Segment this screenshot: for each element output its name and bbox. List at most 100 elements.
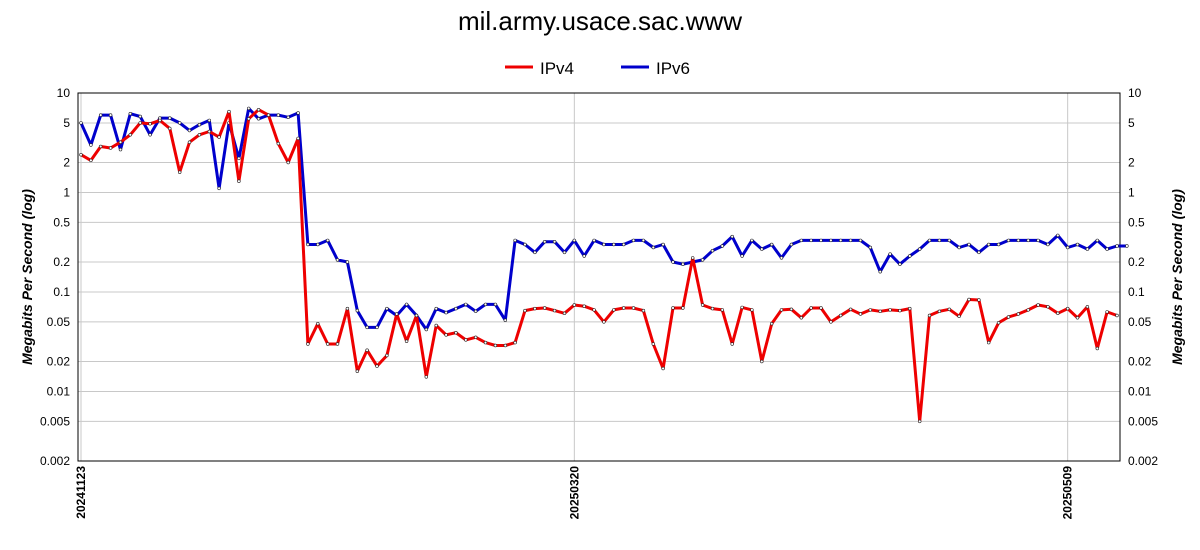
data-point-ipv6 — [927, 238, 932, 243]
data-point-ipv4 — [464, 338, 468, 342]
data-point-ipv6 — [355, 308, 359, 313]
y-tick-label-right: 2 — [1128, 156, 1135, 170]
data-point-ipv4 — [809, 306, 813, 310]
series-ipv4 — [79, 107, 1119, 424]
data-point-ipv6 — [858, 238, 863, 243]
y-tick-label-right: 10 — [1128, 86, 1142, 100]
y-tick-label-left: 0.002 — [40, 454, 70, 468]
data-point-ipv6 — [582, 254, 586, 258]
data-point-ipv6 — [523, 242, 527, 247]
data-point-ipv4 — [98, 144, 103, 149]
data-point-ipv6 — [1125, 244, 1129, 248]
data-point-ipv4 — [316, 322, 320, 326]
data-point-ipv4 — [760, 359, 764, 364]
data-point-ipv4 — [612, 308, 616, 312]
data-point-ipv6 — [947, 238, 951, 243]
data-point-ipv4 — [207, 129, 212, 134]
y-tick-label-left: 0.05 — [47, 315, 71, 329]
data-point-ipv4 — [908, 306, 912, 311]
data-point-ipv4 — [474, 335, 478, 339]
data-point-ipv6 — [572, 238, 576, 243]
data-point-ipv4 — [641, 308, 646, 313]
data-point-ipv4 — [769, 322, 774, 326]
data-point-ipv6 — [197, 122, 202, 127]
data-point-ipv6 — [1036, 238, 1040, 243]
data-point-ipv6 — [108, 113, 113, 117]
data-point-ipv6 — [424, 327, 428, 332]
data-point-ipv4 — [1065, 306, 1070, 311]
y-tick-label-right: 0.05 — [1128, 315, 1152, 329]
data-point-ipv4 — [286, 160, 290, 165]
data-point-ipv4 — [829, 320, 833, 324]
y-tick-label-right: 1 — [1128, 185, 1135, 199]
data-point-ipv4 — [345, 306, 350, 311]
y-tick-label-left: 5 — [63, 116, 70, 130]
series-line-ipv6 — [79, 106, 1127, 331]
y-axis-label-left: Megabits Per Second (log) — [19, 189, 35, 365]
data-point-ipv6 — [375, 325, 379, 330]
data-point-ipv4 — [651, 342, 655, 346]
data-point-ipv6 — [612, 242, 616, 247]
data-point-ipv4 — [542, 306, 547, 310]
data-point-ipv6 — [868, 245, 872, 250]
data-point-ipv6 — [286, 115, 290, 120]
data-point-ipv6 — [700, 258, 705, 262]
data-point-ipv6 — [789, 242, 794, 247]
y-axis-label-right: Megabits Per Second (log) — [1169, 189, 1185, 365]
data-point-ipv4 — [1115, 313, 1119, 318]
data-point-ipv4 — [414, 313, 419, 318]
legend-label-ipv4: IPv4 — [540, 59, 574, 78]
legend-item-ipv4: IPv4 — [505, 59, 574, 78]
data-point-ipv6 — [148, 133, 152, 137]
data-point-ipv6 — [326, 238, 330, 243]
data-point-ipv6 — [1016, 238, 1020, 243]
data-point-ipv6 — [533, 250, 537, 255]
data-point-ipv4 — [355, 369, 359, 373]
data-point-ipv4 — [365, 348, 369, 352]
data-point-ipv4 — [79, 153, 83, 157]
data-point-ipv6 — [917, 247, 922, 251]
data-point-ipv6 — [809, 238, 813, 243]
data-point-ipv4 — [977, 298, 981, 302]
data-point-ipv4 — [1046, 305, 1050, 309]
data-point-ipv6 — [316, 242, 320, 247]
data-point-ipv4 — [602, 320, 606, 324]
data-point-ipv4 — [266, 113, 271, 117]
data-point-ipv4 — [385, 353, 389, 358]
y-tick-label-left: 0.2 — [53, 255, 70, 269]
data-point-ipv4 — [631, 306, 636, 310]
data-point-ipv4 — [237, 179, 241, 183]
data-point-ipv6 — [779, 256, 784, 260]
data-point-ipv4 — [375, 364, 379, 368]
data-point-ipv6 — [1075, 242, 1080, 247]
data-point-ipv6 — [542, 240, 547, 244]
data-point-ipv6 — [760, 247, 764, 251]
data-point-ipv6 — [681, 262, 685, 266]
data-point-ipv4 — [138, 121, 142, 125]
data-point-ipv6 — [898, 262, 902, 266]
data-point-ipv6 — [306, 242, 310, 247]
data-point-ipv4 — [621, 306, 626, 310]
legend: IPv4 IPv6 — [505, 59, 690, 78]
data-point-ipv4 — [838, 313, 843, 318]
data-point-ipv6 — [602, 242, 606, 247]
data-point-ipv4 — [178, 170, 182, 174]
data-point-ipv6 — [335, 258, 340, 262]
data-point-ipv4 — [444, 333, 448, 337]
data-point-ipv4 — [523, 308, 527, 313]
data-point-ipv6 — [79, 121, 83, 125]
chart-title: mil.army.usace.sac.www — [458, 6, 742, 36]
legend-label-ipv6: IPv6 — [656, 59, 690, 78]
data-point-ipv4 — [661, 366, 665, 371]
data-point-ipv4 — [1026, 308, 1030, 312]
data-point-ipv4 — [710, 306, 715, 311]
y-tick-label-right: 0.2 — [1128, 255, 1145, 269]
data-point-ipv6 — [1085, 247, 1090, 251]
x-axis: 20241123 20250320 20250509 — [74, 466, 1075, 520]
data-point-ipv4 — [789, 307, 794, 311]
y-tick-label-left: 0.02 — [47, 355, 71, 369]
data-point-ipv6 — [128, 111, 133, 116]
data-point-ipv6 — [937, 238, 942, 243]
data-point-ipv4 — [533, 306, 537, 311]
data-point-ipv6 — [483, 302, 488, 307]
